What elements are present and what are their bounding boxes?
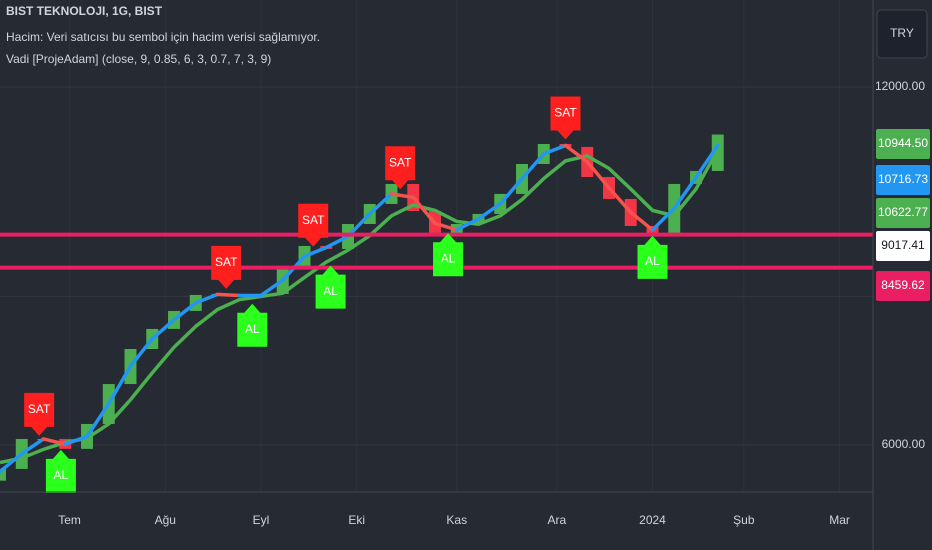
x-tick-label: Ara bbox=[547, 513, 566, 527]
candle bbox=[0, 468, 6, 481]
price-label-box bbox=[876, 271, 930, 301]
price-label: 10944.50 bbox=[878, 136, 928, 150]
x-tick-label: 2024 bbox=[639, 513, 666, 527]
price-label: 10622.77 bbox=[878, 205, 928, 219]
signal-marker bbox=[298, 203, 329, 247]
fast-line-segment bbox=[585, 159, 611, 190]
currency-label[interactable]: TRY bbox=[890, 26, 914, 40]
signal-label: SAT bbox=[554, 106, 577, 120]
x-tick-label: Mar bbox=[829, 513, 850, 527]
signal-label: AL bbox=[245, 322, 260, 336]
signal-marker bbox=[637, 235, 668, 279]
signal-label: AL bbox=[441, 251, 456, 265]
fast-line-segment bbox=[411, 195, 437, 226]
fast-line-segment bbox=[215, 292, 241, 298]
signal-label: AL bbox=[645, 254, 660, 268]
x-tick-label: Şub bbox=[733, 513, 755, 527]
fast-line-segment bbox=[542, 143, 568, 156]
fast-line-segment bbox=[194, 292, 220, 305]
fast-line-segment bbox=[128, 337, 154, 368]
price-label-box bbox=[876, 198, 930, 228]
x-tick-label: Ağu bbox=[155, 513, 176, 527]
price-label: 8459.62 bbox=[881, 278, 925, 292]
fast-line-segment bbox=[20, 437, 46, 456]
signal-marker bbox=[315, 265, 346, 309]
signal-label: SAT bbox=[389, 155, 412, 169]
fast-line-segment bbox=[41, 437, 67, 446]
indicator-label: Vadi [ProjeAdam] (close, 9, 0.85, 6, 3, … bbox=[6, 52, 271, 66]
fast-line-segment bbox=[455, 217, 481, 232]
price-label-box bbox=[876, 129, 930, 159]
price-label: 9017.41 bbox=[881, 238, 925, 252]
signal-label: AL bbox=[323, 284, 338, 298]
fast-line-segment bbox=[694, 143, 720, 180]
signal-marker bbox=[24, 392, 55, 436]
fast-line-segment bbox=[498, 176, 524, 206]
signal-marker bbox=[237, 303, 268, 347]
fast-line-segment bbox=[150, 318, 176, 341]
x-tick-label: Eki bbox=[348, 513, 365, 527]
fast-line-segment bbox=[0, 451, 24, 474]
fast-line-segment bbox=[172, 301, 198, 322]
x-tick-label: Eyl bbox=[253, 513, 270, 527]
x-tick-label: Tem bbox=[58, 513, 81, 527]
x-tick-label: Kas bbox=[446, 513, 467, 527]
signal-marker bbox=[385, 146, 416, 190]
price-label: 10716.73 bbox=[878, 172, 928, 186]
fast-line-segment bbox=[476, 202, 502, 221]
plot-area: SAT SAT SAT SAT SAT AL AL AL AL AL bbox=[0, 86, 873, 493]
currency-button[interactable] bbox=[876, 9, 928, 59]
price-label-box bbox=[876, 231, 930, 261]
fast-line-segment bbox=[85, 401, 111, 439]
signal-marker bbox=[45, 449, 76, 493]
fast-line-segment bbox=[433, 221, 459, 232]
signal-label: AL bbox=[54, 468, 69, 482]
fast-line-segment bbox=[107, 364, 133, 406]
signal-label: SAT bbox=[28, 402, 51, 416]
fast-line-segment bbox=[368, 192, 394, 216]
chart-title: BIST TEKNOLOJI, 1G, BIST bbox=[6, 4, 163, 18]
fast-line-segment bbox=[672, 175, 698, 211]
fast-line-segment bbox=[629, 210, 655, 232]
signal-marker bbox=[433, 233, 464, 277]
signal-label: SAT bbox=[215, 255, 238, 269]
signal-label: SAT bbox=[302, 213, 325, 227]
y-tick-label: 6000.00 bbox=[882, 437, 926, 451]
subtitle: Hacim: Veri satıcısı bu sembol için haci… bbox=[6, 30, 320, 44]
y-tick-label: 12000.00 bbox=[875, 79, 925, 93]
signal-marker bbox=[550, 96, 581, 140]
signal-marker bbox=[211, 245, 242, 289]
fast-line-segment bbox=[389, 192, 415, 200]
slow-line bbox=[0, 149, 720, 465]
fast-line-segment bbox=[259, 278, 285, 298]
fast-line-segment bbox=[607, 186, 633, 215]
fast-line-segment bbox=[324, 234, 350, 250]
fast-line-segment bbox=[520, 152, 546, 181]
price-label-box bbox=[876, 165, 930, 195]
fast-line-segment bbox=[650, 206, 676, 232]
fast-line-segment bbox=[302, 245, 328, 259]
fast-line-segment bbox=[563, 143, 589, 164]
fast-line-segment bbox=[63, 434, 89, 446]
